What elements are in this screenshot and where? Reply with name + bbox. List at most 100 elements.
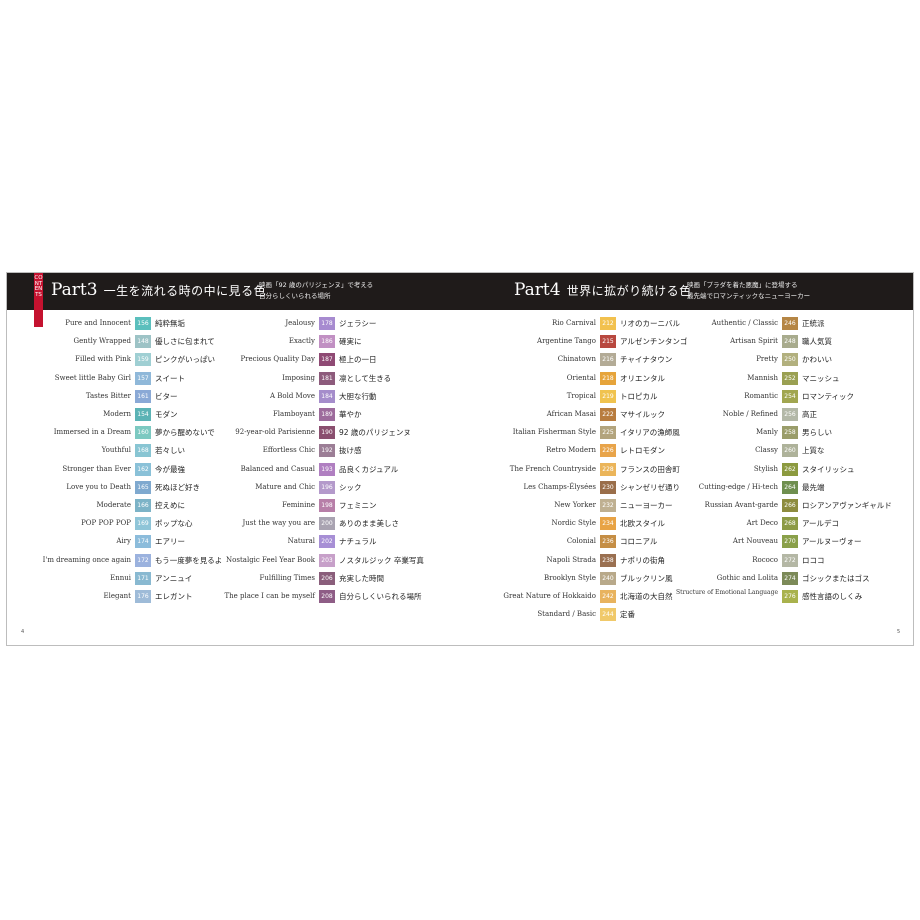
entry-japanese-title: スイート xyxy=(155,373,185,383)
contents-entry: Nostalgic Feel Year Book 203 ノスタルジック 卒業写真 xyxy=(187,553,424,567)
entry-page-swatch: 274 xyxy=(782,571,798,585)
entry-japanese-title: スタイリッシュ xyxy=(802,464,855,474)
contents-entry: Fulfilling Times 206 充実した時間 xyxy=(187,571,407,585)
entry-japanese-title: 品良くカジュアル xyxy=(339,464,399,474)
contents-entry: Exactly 186 確実に xyxy=(187,335,407,349)
entry-english-title: Authentic / Classic xyxy=(711,319,778,327)
entry-japanese-title: かわいい xyxy=(802,355,832,365)
entry-japanese-title: アンニュイ xyxy=(155,573,193,583)
entry-japanese-title: 夢から醒めないで xyxy=(155,428,215,438)
contents-entry: Standard / Basic 244 定番 xyxy=(472,608,692,622)
header-bar: Part3 一生を流れる時の中に見る色 映画「92 歳のパリジェンヌ」で考える 自… xyxy=(7,273,913,310)
entry-english-title: Moderate xyxy=(96,501,131,509)
entry-page-swatch: 252 xyxy=(782,371,798,385)
contents-entry: I'm dreaming once again 172 もう一度夢を見るよ xyxy=(7,553,227,567)
entry-japanese-title: リオのカーニバル xyxy=(620,319,680,328)
entry-japanese-title: 死ぬほど好き xyxy=(155,482,200,492)
entry-japanese-title: 最先端 xyxy=(802,482,825,492)
contents-entry: Imposing 181 凛として生きる xyxy=(187,371,407,385)
entry-english-title: 92-year-old Parisienne xyxy=(235,428,315,437)
entry-english-title: Colonial xyxy=(566,537,596,546)
entry-japanese-title: シャンゼリゼ通り xyxy=(620,482,680,492)
entry-page-swatch: 174 xyxy=(135,535,151,549)
entry-english-title: Mannish xyxy=(747,373,778,382)
contents-entry: Balanced and Casual 193 品良くカジュアル xyxy=(187,462,407,476)
entry-page-swatch: 161 xyxy=(135,389,151,403)
entry-english-title: Chinatown xyxy=(557,355,596,364)
entry-page-swatch: 178 xyxy=(319,317,335,330)
contents-entry: Natural 202 ナチュラル xyxy=(187,535,407,549)
contents-entry: Flamboyant 189 華やか xyxy=(187,408,407,421)
entry-japanese-title: 凛として生きる xyxy=(339,373,392,383)
entry-english-title: Pretty xyxy=(756,355,778,364)
contents-entry: Italian Fisherman Style 225 イタリアの漁師風 xyxy=(472,426,692,440)
page-number-right: 5 xyxy=(897,629,901,635)
entry-page-swatch: 230 xyxy=(600,480,616,494)
entry-page-swatch: 181 xyxy=(319,371,335,385)
entry-japanese-title: エアリー xyxy=(155,537,185,547)
entry-english-title: Jealousy xyxy=(285,319,315,327)
part3-number: Part3 xyxy=(51,280,98,300)
entry-japanese-title: 上質な xyxy=(802,446,825,456)
contents-entry: Great Nature of Hokkaido 242 北海道の大自然 xyxy=(472,590,692,603)
entry-japanese-title: 感性言語のしくみ xyxy=(802,592,863,601)
entry-english-title: Feminine xyxy=(282,501,315,509)
entry-english-title: Argentine Tango xyxy=(537,337,596,346)
entry-english-title: Retro Modern xyxy=(546,446,596,455)
entry-english-title: Mature and Chic xyxy=(255,482,315,491)
entry-japanese-title: マサイルック xyxy=(620,410,665,419)
entry-japanese-title: フェミニン xyxy=(339,501,377,510)
entry-english-title: Noble / Refined xyxy=(722,410,778,418)
entry-page-swatch: 187 xyxy=(319,353,335,367)
entry-japanese-title: 92 歳のパリジェンヌ xyxy=(339,428,411,438)
entry-japanese-title: 極上の一日 xyxy=(339,355,377,365)
entry-page-swatch: 203 xyxy=(319,553,335,567)
contents-entry: Effortless Chic 192 抜け感 xyxy=(187,444,407,458)
entry-english-title: Airy xyxy=(116,537,131,546)
entry-japanese-title: 抜け感 xyxy=(339,446,362,456)
entry-japanese-title: ロシアンアヴァンギャルド xyxy=(802,501,892,510)
entry-japanese-title: マニッシュ xyxy=(802,373,840,383)
entry-japanese-title: フランスの田舎町 xyxy=(620,464,680,474)
entry-page-swatch: 272 xyxy=(782,553,798,567)
entry-page-swatch: 208 xyxy=(319,590,335,603)
entry-japanese-title: 華やか xyxy=(339,410,362,419)
entry-japanese-title: 北海道の大自然 xyxy=(620,592,673,601)
contents-entry: New Yorker 232 ニューヨーカー xyxy=(472,499,692,512)
contents-entry: A Bold Move 184 大胆な行動 xyxy=(187,389,407,403)
entry-japanese-title: 正統派 xyxy=(802,319,825,328)
entry-japanese-title: もう一度夢を見るよ xyxy=(155,555,223,565)
contents-entry: Russian Avant-garde 266 ロシアンアヴァンギャルド xyxy=(664,499,892,512)
contents-entry: Art Deco 268 アールデコ xyxy=(664,517,884,531)
entry-page-swatch: 276 xyxy=(782,590,798,603)
entry-page-swatch: 238 xyxy=(600,553,616,567)
entry-page-swatch: 196 xyxy=(319,480,335,494)
entry-page-swatch: 240 xyxy=(600,571,616,585)
contents-entry: Les Champs-Élysées 230 シャンゼリゼ通り xyxy=(472,480,692,494)
entry-page-swatch: 246 xyxy=(782,317,798,330)
entry-english-title: Ennui xyxy=(110,573,131,582)
contents-entry: Tropical 219 トロピカル xyxy=(472,389,692,403)
entry-page-swatch: 250 xyxy=(782,353,798,367)
entry-english-title: Oriental xyxy=(566,373,596,382)
entry-japanese-title: ロマンティック xyxy=(802,391,855,401)
entry-english-title: Gothic and Lolita xyxy=(716,573,778,582)
entry-english-title: Immersed in a Dream xyxy=(53,428,131,437)
entry-japanese-title: ナポリの街角 xyxy=(620,555,665,565)
entry-english-title: Art Nouveau xyxy=(732,537,778,546)
entry-japanese-title: 確実に xyxy=(339,337,362,347)
entry-japanese-title: トロピカル xyxy=(620,391,658,401)
entry-english-title: I'm dreaming once again xyxy=(42,555,131,564)
entry-japanese-title: 控えめに xyxy=(155,501,185,510)
entry-japanese-title: コロニアル xyxy=(620,537,658,547)
entry-japanese-title: ニューヨーカー xyxy=(620,501,673,510)
entry-page-swatch: 264 xyxy=(782,480,798,494)
entry-english-title: POP POP POP xyxy=(81,519,131,528)
entry-japanese-title: アルゼンチンタンゴ xyxy=(620,337,688,347)
entry-japanese-title: シック xyxy=(339,482,362,492)
entry-english-title: Natural xyxy=(287,537,315,546)
entry-english-title: Napoli Strada xyxy=(546,555,596,564)
entry-japanese-title: 純粋無垢 xyxy=(155,319,185,328)
entry-english-title: New Yorker xyxy=(554,501,596,509)
part3-note: 映画「92 歳のパリジェンヌ」で考える 自分らしくいられる場所 xyxy=(259,280,373,302)
